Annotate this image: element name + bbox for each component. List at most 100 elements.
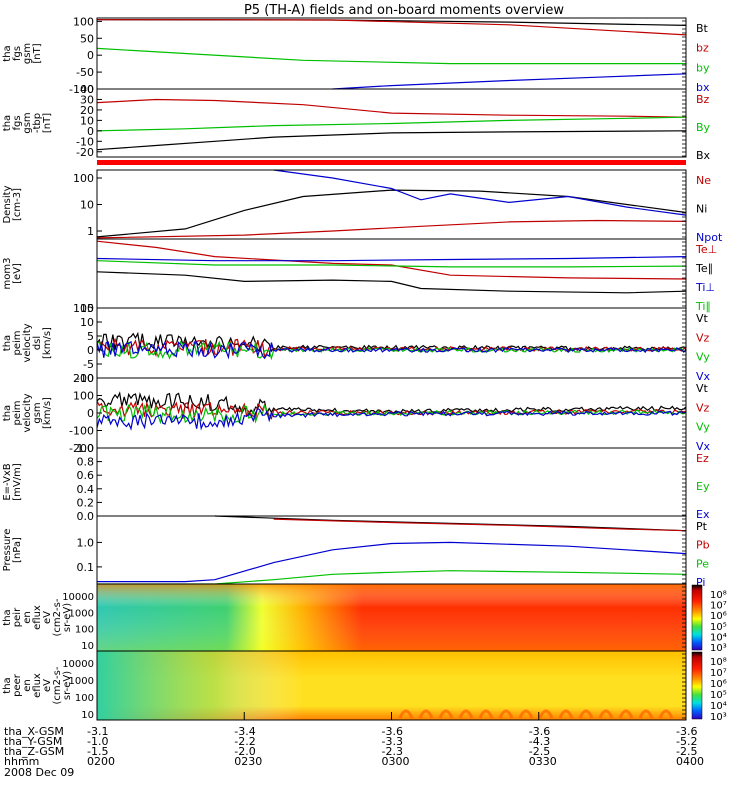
x-axis-value: -1.0 bbox=[87, 735, 108, 748]
legend-Vz: Vz bbox=[696, 401, 710, 414]
y-axis-label: peim bbox=[12, 400, 23, 425]
legend-Vx: Vx bbox=[696, 440, 711, 453]
y-tick-label: 10 bbox=[80, 114, 94, 127]
panel-frame bbox=[96, 447, 687, 517]
y-tick-label: 0.2 bbox=[77, 496, 95, 509]
y-axis-label: [eV] bbox=[12, 263, 23, 284]
y-axis-label: [mV/m] bbox=[12, 463, 23, 501]
x-axis-value: -1.5 bbox=[87, 745, 108, 758]
legend-Ey: Ey bbox=[696, 480, 710, 493]
y-axis-label: [cm-3] bbox=[12, 188, 23, 221]
y-tick-label: -20 bbox=[76, 146, 94, 159]
y-axis-label: tha bbox=[2, 677, 13, 693]
colorbar-tick-label: 10³ bbox=[710, 643, 727, 654]
series-line-Npot bbox=[273, 169, 687, 216]
y-tick-label: 1000 bbox=[69, 676, 94, 687]
y-axis-label: velocity bbox=[22, 323, 33, 362]
separator-bar bbox=[97, 160, 686, 165]
y-tick-label: 20 bbox=[80, 104, 94, 117]
colorbar-scale bbox=[691, 651, 703, 720]
legend-By: By bbox=[696, 121, 711, 134]
legend-Vy: Vy bbox=[696, 421, 710, 434]
y-axis-label: tha bbox=[2, 45, 13, 61]
y-tick-label: 0 bbox=[87, 49, 94, 62]
y-axis-label: peir bbox=[12, 607, 23, 627]
electron-arc bbox=[638, 709, 654, 719]
x-axis-value: -3.6 bbox=[382, 725, 403, 738]
y-axis-label: mom3 bbox=[2, 258, 13, 290]
electron-arc bbox=[438, 709, 454, 719]
x-axis-row-label: tha_Y-GSM bbox=[4, 735, 62, 748]
y-tick-label: -5 bbox=[83, 358, 94, 371]
series-line-Vy bbox=[96, 340, 687, 361]
y-axis-label: peim bbox=[12, 330, 23, 355]
series-line-bx bbox=[332, 73, 687, 90]
legend-Vx: Vx bbox=[696, 370, 711, 383]
x-axis-value: -2.0 bbox=[234, 745, 255, 758]
series-line-by bbox=[96, 47, 686, 65]
x-axis-value: 0230 bbox=[234, 755, 262, 768]
legend-Pe: Pe bbox=[696, 557, 709, 570]
electron-arc bbox=[538, 709, 554, 719]
y-tick-label: 0.0 bbox=[77, 510, 95, 523]
series-line-Pe bbox=[97, 570, 687, 585]
y-tick-label: 0.1 bbox=[77, 561, 95, 574]
panel-frame bbox=[96, 238, 687, 309]
electron-arc bbox=[578, 709, 594, 719]
y-axis-label: Density bbox=[2, 185, 13, 223]
y-axis-label: fgs bbox=[12, 46, 23, 61]
y-tick-label: 5 bbox=[87, 330, 94, 343]
y-tick-label: 10 bbox=[80, 316, 94, 329]
y-tick-label: -50 bbox=[76, 66, 94, 79]
series-line-bz bbox=[97, 19, 687, 36]
y-axis-label: tha bbox=[2, 335, 13, 351]
y-axis-label: E=-VxB bbox=[2, 463, 13, 500]
colorbar-tick-label: 10⁸ bbox=[710, 657, 727, 668]
legend-Vz: Vz bbox=[696, 331, 710, 344]
legend-Bt: Bt bbox=[696, 22, 709, 35]
y-tick-label: -10 bbox=[76, 372, 94, 385]
plot-title: P5 (TH-A) fields and on-board moments ov… bbox=[244, 3, 564, 18]
series-line-Te⊥ bbox=[96, 240, 687, 280]
y-axis-label: [nT] bbox=[42, 113, 53, 133]
electron-arc bbox=[418, 709, 434, 719]
legend-Bx: Bx bbox=[696, 149, 711, 162]
panel-7: 1.0 0.1 Pt Pb Pe Pi Pressure [nPa] bbox=[2, 515, 710, 589]
series-line-Vx bbox=[96, 407, 687, 431]
y-tick-label: 1 bbox=[87, 225, 94, 238]
colorbar-tick-label: 10⁷ bbox=[710, 668, 727, 679]
x-axis-row-label: hhmm bbox=[4, 755, 39, 768]
y-tick-label: 10 bbox=[81, 641, 94, 652]
x-axis-value: -3.3 bbox=[382, 735, 403, 748]
legend-bx: bx bbox=[696, 81, 710, 94]
legend-Ni: Ni bbox=[696, 203, 707, 216]
y-axis-label: [km/s] bbox=[42, 397, 53, 429]
y-tick-label: 100 bbox=[73, 302, 94, 315]
legend-Ti⊥: Ti⊥ bbox=[695, 281, 715, 294]
legend-Ti∥: Ti∥ bbox=[695, 300, 711, 313]
panel-5: 200 100 0 -100 -200 Vt Vz Vy Vx tha peim velocity gs… bbox=[2, 372, 711, 455]
y-axis-label: tha bbox=[2, 115, 13, 131]
legend-bz: bz bbox=[696, 42, 709, 55]
x-axis-value: -2.3 bbox=[382, 745, 403, 758]
legend-Ez: Ez bbox=[696, 452, 709, 465]
y-axis-label: peer bbox=[12, 673, 23, 697]
y-axis-label: tha bbox=[2, 609, 13, 625]
ion-spectrogram-shade bbox=[97, 584, 686, 651]
colorbar-tick-label: 10³ bbox=[710, 712, 727, 723]
y-tick-label: 10 bbox=[81, 710, 94, 721]
series-line-By bbox=[96, 116, 687, 132]
y-tick-label: 200 bbox=[73, 372, 94, 385]
x-axis-value: -2.2 bbox=[234, 735, 255, 748]
legend-Pb: Pb bbox=[696, 539, 710, 552]
colorbar-tick-label: 10⁵ bbox=[710, 622, 727, 633]
colorbar-tick-label: 10⁶ bbox=[710, 611, 727, 622]
legend-Pt: Pt bbox=[696, 520, 708, 533]
y-tick-label: 100 bbox=[73, 15, 94, 28]
electron-arc bbox=[518, 709, 534, 719]
